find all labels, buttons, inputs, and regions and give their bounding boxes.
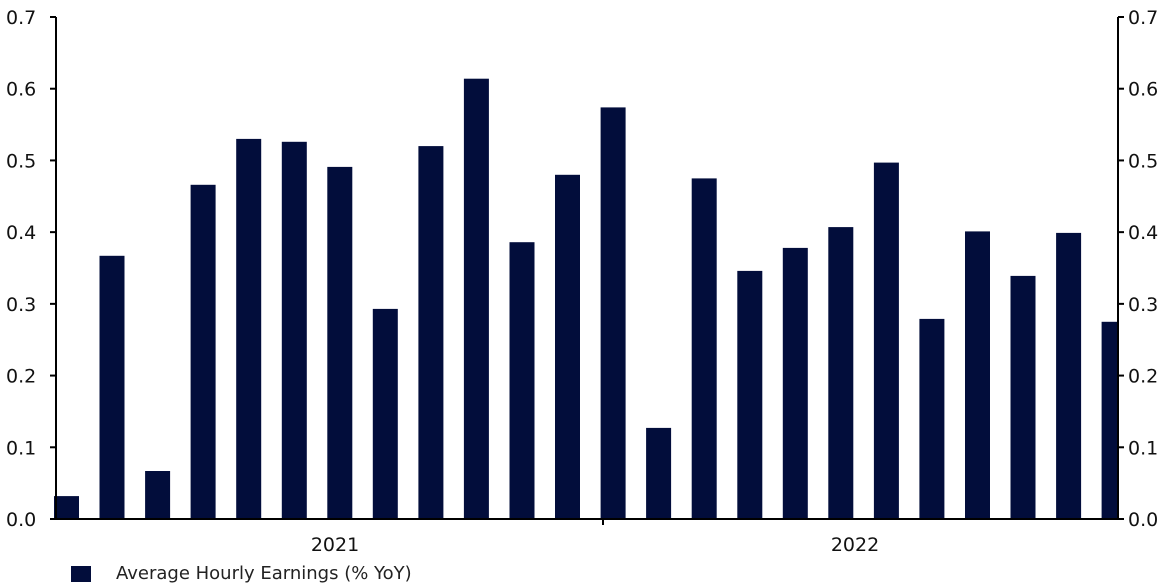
bar-17 [828,227,854,519]
bar-15 [737,270,763,519]
bar-13 [646,427,672,519]
y-tick-label-right-4: 0.4 [1128,222,1158,244]
bar-chart: 0.0 0.1 0.2 0.3 0.4 0.5 0.6 0.7 0.0 0.1 0.2 0.3 0.4 0… [6,7,1158,556]
bar-22 [1056,232,1082,519]
y-tick-label-left-6: 0.6 [6,79,36,101]
bar-12 [600,107,626,520]
bar-3 [190,184,216,520]
bar-21 [1010,275,1036,519]
y-tick-label-left-1: 0.1 [6,437,36,459]
y-tick-label-left-3: 0.3 [6,294,36,316]
bar-10 [509,242,535,519]
y-tick-label-left-0: 0.0 [6,509,36,531]
bar-23 [1101,321,1118,519]
bar-14 [691,178,717,519]
axes-group: 0.0 0.1 0.2 0.3 0.4 0.5 0.6 0.7 0.0 0.1 0.2 0.3 0.4 0… [6,7,1158,556]
y-tick-label-right-0: 0.0 [1128,509,1158,531]
y-tick-label-right-2: 0.2 [1128,366,1158,388]
bar-5 [281,141,307,520]
bar-9 [463,78,489,519]
y-tick-label-right-1: 0.1 [1128,437,1158,459]
bar-18 [873,162,899,519]
bars-group [54,78,1118,520]
legend-swatch [71,565,91,582]
y-tick-label-left-5: 0.5 [6,150,36,172]
bar-7 [372,308,398,519]
bar-6 [327,166,353,519]
y-tick-label-left-7: 0.7 [6,7,36,29]
bar-16 [782,247,808,519]
bar-11 [555,174,580,520]
bar-20 [965,231,990,519]
bar-19 [919,318,945,519]
y-tick-label-right-5: 0.5 [1128,150,1158,172]
bar-4 [236,138,262,519]
y-tick-label-left-2: 0.2 [6,366,36,388]
x-year-label-2022: 2022 [831,534,879,556]
y-tick-label-left-4: 0.4 [6,222,36,244]
bar-8 [418,146,444,519]
bar-0 [54,496,79,519]
y-tick-label-right-3: 0.3 [1128,294,1158,316]
x-year-label-2021: 2021 [311,534,359,556]
legend: Average Hourly Earnings (% YoY) [71,563,412,584]
y-tick-label-right-6: 0.6 [1128,79,1158,101]
legend-label: Average Hourly Earnings (% YoY) [116,563,412,584]
y-tick-label-right-7: 0.7 [1128,7,1158,29]
bar-1 [99,255,125,520]
bar-2 [145,471,171,519]
